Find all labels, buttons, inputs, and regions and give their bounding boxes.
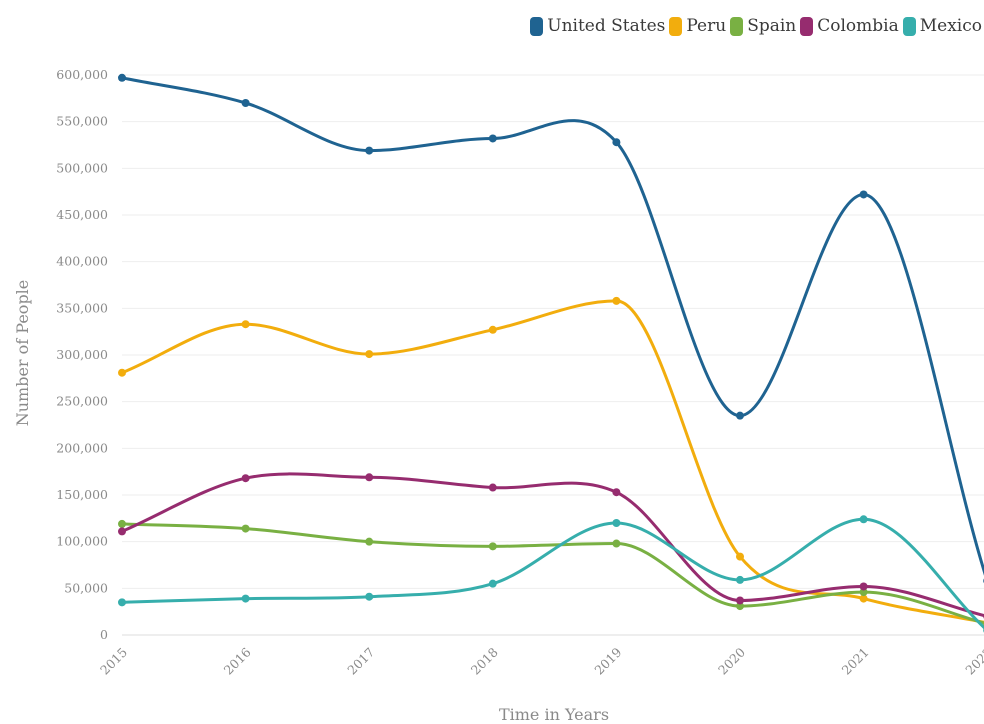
x-tick-label: 2017 (344, 644, 377, 677)
data-point[interactable] (241, 320, 250, 329)
series-line (120, 472, 984, 618)
x-tick-label: 2021 (839, 645, 872, 678)
data-point[interactable] (488, 325, 497, 334)
data-point[interactable] (241, 99, 250, 107)
x-tick-label: 2022 (962, 645, 984, 678)
legend-swatch (730, 16, 744, 36)
series-line (120, 76, 984, 576)
legend-item[interactable]: Peru (669, 16, 726, 36)
data-point[interactable] (736, 575, 744, 584)
x-tick-label: 2018 (468, 644, 501, 677)
y-tick-label: 150,000 (56, 487, 108, 502)
data-point[interactable] (736, 596, 744, 605)
legend-swatch (669, 16, 683, 36)
data-point[interactable] (241, 474, 250, 483)
data-point[interactable] (365, 350, 374, 359)
legend-swatch (530, 16, 544, 36)
x-axis-ticks: 2015 2016 2017 2018 2019 2020 2021 2022 (97, 644, 984, 677)
data-point[interactable] (118, 519, 126, 528)
data-point[interactable] (488, 483, 497, 492)
x-tick-label: 2020 (715, 644, 748, 677)
data-point[interactable] (488, 542, 497, 551)
gridlines (122, 74, 984, 636)
data-point[interactable] (612, 488, 621, 497)
y-tick-label: 400,000 (56, 254, 108, 269)
y-tick-label: 0 (100, 627, 108, 642)
y-axis-title: Number of People (13, 280, 32, 427)
y-axis-ticks: 0 50,000 100,000 150,000 200,000 250,000 300,0… (56, 67, 108, 642)
y-tick-label: 50,000 (64, 580, 108, 595)
data-point[interactable] (365, 146, 374, 155)
data-point[interactable] (365, 592, 374, 601)
data-point[interactable] (612, 138, 621, 147)
data-point[interactable] (859, 594, 868, 603)
x-tick-label: 2015 (97, 645, 130, 678)
data-point[interactable] (241, 594, 250, 603)
data-point[interactable] (612, 296, 621, 305)
y-tick-label: 550,000 (56, 114, 108, 129)
x-tick-label: 2019 (591, 644, 624, 677)
data-point[interactable] (118, 527, 126, 536)
y-tick-label: 200,000 (56, 440, 108, 455)
legend-label: Spain (747, 16, 797, 36)
x-axis-title: Time in Years (499, 705, 609, 724)
y-tick-label: 350,000 (56, 300, 108, 315)
data-point[interactable] (736, 552, 744, 561)
data-point[interactable] (365, 537, 374, 546)
y-tick-label: 300,000 (56, 347, 108, 362)
legend-label: United States (547, 16, 666, 36)
chart-legend: United States Peru Spain Colombia Mexico (526, 16, 982, 36)
legend-swatch (902, 16, 916, 36)
data-point[interactable] (488, 579, 497, 588)
legend-swatch (800, 16, 814, 36)
y-tick-label: 250,000 (56, 394, 108, 409)
y-tick-label: 450,000 (56, 207, 108, 222)
x-tick-label: 2016 (221, 644, 254, 677)
legend-item[interactable]: Spain (730, 16, 796, 36)
data-point[interactable] (612, 539, 621, 548)
series-line (120, 517, 984, 630)
data-point[interactable] (859, 588, 868, 597)
legend-item[interactable]: United States (530, 16, 665, 36)
data-point[interactable] (365, 473, 374, 482)
series-points (118, 73, 984, 633)
data-point[interactable] (859, 515, 868, 524)
legend-item[interactable]: Mexico (902, 16, 982, 36)
legend-label: Peru (686, 16, 727, 36)
data-point[interactable] (488, 134, 497, 143)
data-point[interactable] (859, 582, 868, 591)
data-point[interactable] (736, 602, 744, 611)
data-point[interactable] (118, 598, 126, 607)
data-point[interactable] (118, 73, 126, 82)
y-tick-label: 100,000 (56, 534, 108, 549)
data-point[interactable] (736, 411, 744, 420)
legend-label: Mexico (919, 16, 982, 36)
legend-label: Colombia (817, 16, 899, 36)
data-point[interactable] (859, 190, 868, 199)
data-point[interactable] (612, 519, 621, 527)
data-point[interactable] (241, 524, 250, 533)
series-lines (120, 76, 984, 630)
y-tick-label: 500,000 (56, 160, 108, 175)
series-line (120, 522, 984, 625)
series-line (120, 299, 984, 624)
legend-item[interactable]: Colombia (800, 16, 899, 36)
y-tick-label: 600,000 (56, 67, 108, 82)
data-point[interactable] (118, 368, 126, 377)
